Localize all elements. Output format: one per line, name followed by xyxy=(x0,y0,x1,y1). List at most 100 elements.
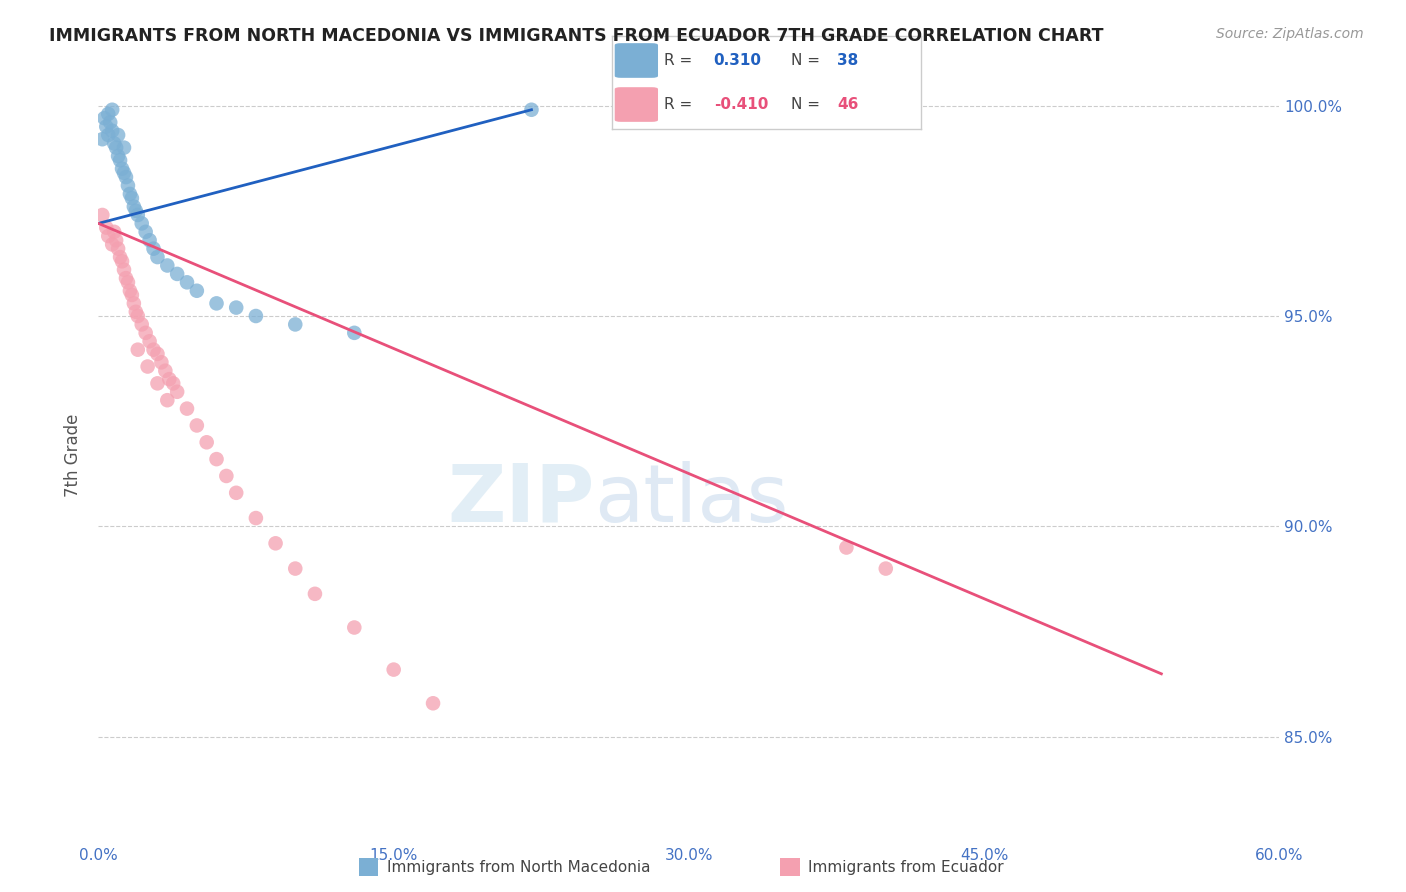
Point xyxy=(835,541,858,555)
Text: Source: ZipAtlas.com: Source: ZipAtlas.com xyxy=(1216,27,1364,41)
Point xyxy=(115,271,138,285)
Point xyxy=(166,267,188,281)
Point xyxy=(304,587,326,601)
Point xyxy=(101,124,124,138)
Point xyxy=(103,225,125,239)
Point xyxy=(205,452,228,467)
FancyBboxPatch shape xyxy=(614,43,658,78)
Text: 15.0%: 15.0% xyxy=(370,848,418,863)
Point xyxy=(107,128,129,142)
Point xyxy=(142,343,165,357)
Point xyxy=(97,229,120,244)
Point xyxy=(157,372,180,386)
Point xyxy=(125,203,148,218)
Point xyxy=(97,107,120,121)
Point xyxy=(225,301,247,315)
Point xyxy=(103,136,125,151)
Text: ZIP: ZIP xyxy=(447,461,595,539)
Point xyxy=(146,376,169,391)
Point xyxy=(112,262,135,277)
Point xyxy=(343,620,366,634)
Text: 0.0%: 0.0% xyxy=(79,848,118,863)
Point xyxy=(520,103,543,117)
Point xyxy=(122,200,145,214)
Point xyxy=(186,284,208,298)
Point xyxy=(382,663,405,677)
Text: N =: N = xyxy=(792,97,825,112)
Point xyxy=(121,191,143,205)
Point xyxy=(127,309,149,323)
Point xyxy=(91,132,114,146)
Point xyxy=(135,326,157,340)
Point xyxy=(156,259,179,273)
Point xyxy=(122,296,145,310)
Point xyxy=(101,237,124,252)
Point xyxy=(150,355,173,369)
Point xyxy=(112,166,135,180)
Point xyxy=(118,284,141,298)
Point xyxy=(135,225,157,239)
Point xyxy=(117,276,139,290)
Text: atlas: atlas xyxy=(595,461,789,539)
Text: 30.0%: 30.0% xyxy=(665,848,713,863)
Point xyxy=(166,384,188,399)
Point xyxy=(105,141,128,155)
Point xyxy=(98,115,121,129)
Point xyxy=(131,216,153,230)
Point xyxy=(93,111,115,125)
Point xyxy=(118,186,141,201)
Point xyxy=(156,393,179,408)
Text: 0.310: 0.310 xyxy=(714,53,762,68)
Point xyxy=(162,376,184,391)
Point xyxy=(186,418,208,433)
Point xyxy=(146,347,169,361)
Point xyxy=(138,233,160,247)
Text: 46: 46 xyxy=(838,97,859,112)
Point xyxy=(176,276,198,290)
Point xyxy=(107,149,129,163)
Point xyxy=(105,233,128,247)
Point xyxy=(108,250,131,264)
Text: 60.0%: 60.0% xyxy=(1256,848,1303,863)
Point xyxy=(107,242,129,256)
Point xyxy=(245,309,267,323)
Y-axis label: 7th Grade: 7th Grade xyxy=(65,413,83,497)
Point xyxy=(108,153,131,168)
Point xyxy=(176,401,198,416)
Point xyxy=(284,318,307,332)
Point xyxy=(125,305,148,319)
Point xyxy=(121,288,143,302)
Point xyxy=(422,696,444,710)
Point xyxy=(97,128,120,142)
Text: N =: N = xyxy=(792,53,825,68)
Point xyxy=(284,561,307,575)
Text: 45.0%: 45.0% xyxy=(960,848,1008,863)
Text: R =: R = xyxy=(664,53,697,68)
Point xyxy=(111,254,134,268)
Point xyxy=(96,220,118,235)
Text: 38: 38 xyxy=(838,53,859,68)
Point xyxy=(245,511,267,525)
Point xyxy=(96,120,118,134)
Point xyxy=(101,103,124,117)
Point xyxy=(195,435,218,450)
Text: IMMIGRANTS FROM NORTH MACEDONIA VS IMMIGRANTS FROM ECUADOR 7TH GRADE CORRELATION: IMMIGRANTS FROM NORTH MACEDONIA VS IMMIG… xyxy=(49,27,1104,45)
Point xyxy=(115,170,138,185)
Point xyxy=(264,536,287,550)
Text: Immigrants from Ecuador: Immigrants from Ecuador xyxy=(808,861,1004,875)
Point xyxy=(131,318,153,332)
Point xyxy=(127,343,149,357)
Point xyxy=(343,326,366,340)
Point xyxy=(225,485,247,500)
Text: R =: R = xyxy=(664,97,697,112)
Point xyxy=(205,296,228,310)
Point xyxy=(136,359,159,374)
Point xyxy=(146,250,169,264)
Point xyxy=(127,208,149,222)
Point xyxy=(112,141,135,155)
Point xyxy=(111,161,134,176)
Point xyxy=(138,334,160,349)
Point xyxy=(142,242,165,256)
FancyBboxPatch shape xyxy=(614,87,658,122)
Point xyxy=(91,208,114,222)
